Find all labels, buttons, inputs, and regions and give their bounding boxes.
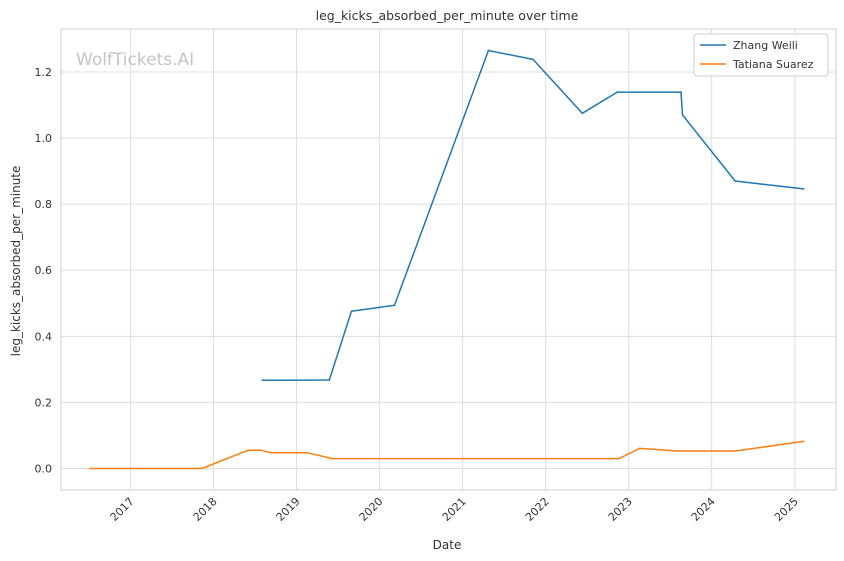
chart-title: leg_kicks_absorbed_per_minute over time [316,8,579,23]
x-tick-label: 2019 [274,495,303,524]
plot-area-frame [60,28,837,491]
data-point-tatiana-suarez [260,449,263,452]
data-point-tatiana-suarez [136,467,139,470]
x-axis-ticks: 2017 2018 2019 2020 2021 2022 2023 2024 2025 [108,495,801,524]
x-tick-label: 2021 [440,495,469,524]
data-point-zhang-weili [734,180,736,182]
legend: Zhang Weili Tatiana Suarez [693,33,829,77]
y-tick-label: 0.2 [35,396,53,409]
data-point-zhang-weili [393,304,396,307]
x-tick-label: 2023 [606,495,635,524]
legend-box [693,33,829,77]
x-tick-label: 2022 [523,495,552,524]
y-axis-ticks: 0.0 0.2 0.4 0.6 0.8 1.0 1.2 [35,66,53,476]
data-point-zhang-weili [350,310,353,313]
data-point-tatiana-suarez [734,450,736,452]
series-line-tatiana-suarez [90,440,804,470]
data-point-tatiana-suarez [638,447,641,450]
y-tick-label: 1.0 [35,132,53,145]
grid [61,29,836,490]
series-line-zhang-weili [262,49,804,382]
y-tick-label: 0.6 [35,264,53,277]
data-point-tatiana-suarez [201,467,203,470]
x-tick-label: 2017 [108,495,137,524]
data-point-zhang-weili [581,112,584,115]
legend-label-zhang-weili: Zhang Weili [733,39,798,52]
x-axis-label: Date [433,538,462,552]
data-point-zhang-weili [328,379,331,381]
data-point-tatiana-suarez [89,467,91,470]
data-point-tatiana-suarez [676,450,679,452]
x-tick-label: 2024 [689,495,718,524]
data-point-zhang-weili [286,379,289,382]
data-point-tatiana-suarez [306,451,309,454]
data-point-tatiana-suarez [269,451,272,454]
y-axis-label: leg_kicks_absorbed_per_minute [9,166,23,357]
data-point-tatiana-suarez [246,449,249,452]
y-tick-label: 0.8 [35,198,53,211]
x-tick-label: 2018 [191,495,220,524]
data-point-zhang-weili [261,379,264,382]
data-point-zhang-weili [616,91,619,94]
data-point-zhang-weili [532,58,534,61]
y-tick-label: 1.2 [35,66,53,79]
data-point-zhang-weili [681,114,684,116]
x-tick-label: 2020 [357,495,386,524]
watermark: WolfTickets.AI [76,50,194,70]
data-point-tatiana-suarez [331,457,334,460]
x-tick-label: 2025 [772,495,801,524]
data-point-zhang-weili [487,49,490,52]
data-point-tatiana-suarez [618,457,621,460]
legend-label-tatiana-suarez: Tatiana Suarez [732,58,814,71]
data-point-zhang-weili [802,188,805,190]
y-tick-label: 0.0 [35,463,53,476]
y-tick-label: 0.4 [35,330,53,343]
data-point-tatiana-suarez [802,440,805,443]
data-point-zhang-weili [680,91,682,94]
series-lines [89,49,805,470]
